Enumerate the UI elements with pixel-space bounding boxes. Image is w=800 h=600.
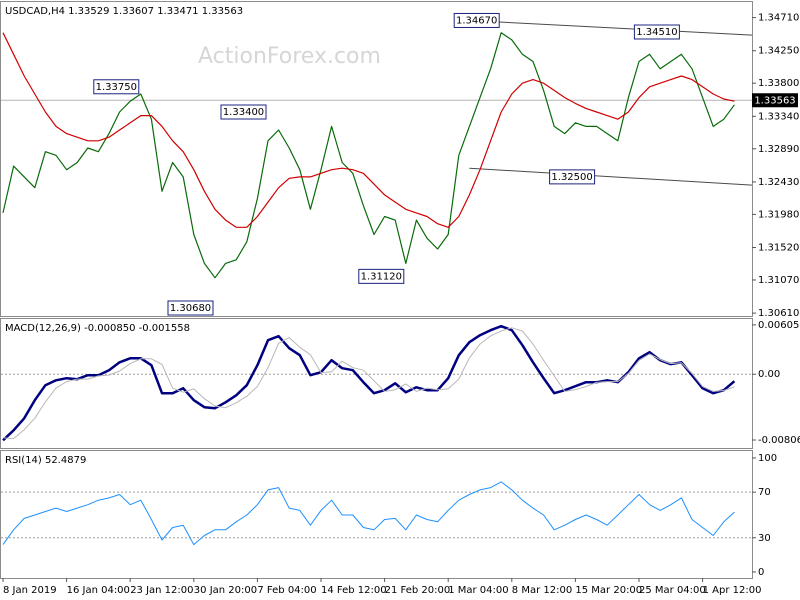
x-tick-label: 25 Mar 04:00 bbox=[639, 585, 706, 596]
series-line bbox=[2, 481, 735, 546]
y-tick-label: 1.34710 bbox=[758, 13, 799, 24]
y-tick-label: 30 bbox=[758, 533, 771, 544]
x-tick-label: 8 Mar 12:00 bbox=[512, 585, 572, 596]
series-line bbox=[2, 327, 735, 440]
y-tick-label: 1.32430 bbox=[758, 177, 799, 188]
annotation-label: 1.33750 bbox=[96, 82, 137, 93]
annotation-box bbox=[633, 24, 680, 40]
annotation-label: 1.33400 bbox=[223, 107, 264, 118]
y-tick-label: 1.33800 bbox=[758, 78, 799, 89]
y-tick-label: 1.30610 bbox=[758, 308, 799, 319]
y-tick-label: 1.31980 bbox=[758, 209, 799, 220]
x-tick-label: 14 Feb 12:00 bbox=[321, 585, 387, 596]
annotation-box bbox=[358, 268, 405, 284]
watermark: ActionForex.com bbox=[198, 44, 381, 69]
series-line bbox=[2, 32, 735, 279]
series-line bbox=[2, 324, 736, 442]
x-tick-label: 21 Feb 20:00 bbox=[385, 585, 451, 596]
y-tick-label: 0.00 bbox=[758, 369, 780, 380]
x-tick-label: 16 Jan 04:00 bbox=[67, 585, 130, 596]
y-tick-label: 0.006055 bbox=[758, 320, 800, 331]
current-price-label: 1.33563 bbox=[754, 95, 795, 106]
y-tick-label: -0.008068 bbox=[758, 435, 800, 446]
current-price-box bbox=[752, 93, 798, 108]
panel-frame bbox=[0, 450, 753, 579]
y-tick-label: 1.34250 bbox=[758, 46, 799, 57]
series-line bbox=[2, 32, 735, 228]
x-tick-label: 7 Feb 04:00 bbox=[257, 585, 316, 596]
panel-frame bbox=[0, 318, 753, 449]
annotation-box bbox=[453, 12, 500, 28]
y-tick-label: 100 bbox=[758, 453, 777, 464]
annotation-label: 1.34670 bbox=[456, 15, 497, 26]
annotation-label: 1.34510 bbox=[636, 27, 677, 38]
panel-title: USDCAD,H4 1.33529 1.33607 1.33471 1.3356… bbox=[5, 6, 243, 17]
x-tick-label: 8 Jan 2019 bbox=[3, 585, 57, 596]
y-tick-label: 70 bbox=[758, 487, 771, 498]
y-tick-label: 1.31070 bbox=[758, 275, 799, 286]
annotation-label: 1.32500 bbox=[551, 172, 592, 183]
x-tick-label: 1 Apr 12:00 bbox=[703, 585, 762, 596]
annotation-box bbox=[167, 300, 214, 316]
x-tick-label: 15 Mar 20:00 bbox=[575, 585, 642, 596]
annotation-box bbox=[549, 169, 596, 185]
y-tick-label: 0 bbox=[758, 567, 764, 578]
panel-title: MACD(12,26,9) -0.000850 -0.001558 bbox=[5, 323, 190, 334]
panel-frame bbox=[0, 1, 753, 317]
y-tick-label: 1.32890 bbox=[758, 144, 799, 155]
annotation-box bbox=[93, 79, 140, 95]
x-tick-label: 23 Jan 12:00 bbox=[130, 585, 193, 596]
y-tick-label: 1.33340 bbox=[758, 111, 799, 122]
trend-line bbox=[469, 167, 753, 186]
annotation-label: 1.30680 bbox=[170, 303, 211, 314]
panel-title: RSI(14) 52.4879 bbox=[5, 455, 86, 466]
trend-line bbox=[469, 19, 753, 36]
annotation-label: 1.31120 bbox=[361, 271, 402, 282]
x-tick-label: 30 Jan 20:00 bbox=[194, 585, 257, 596]
y-tick-label: 1.31520 bbox=[758, 243, 799, 254]
annotation-box bbox=[220, 104, 267, 120]
x-tick-label: 1 Mar 04:00 bbox=[448, 585, 508, 596]
